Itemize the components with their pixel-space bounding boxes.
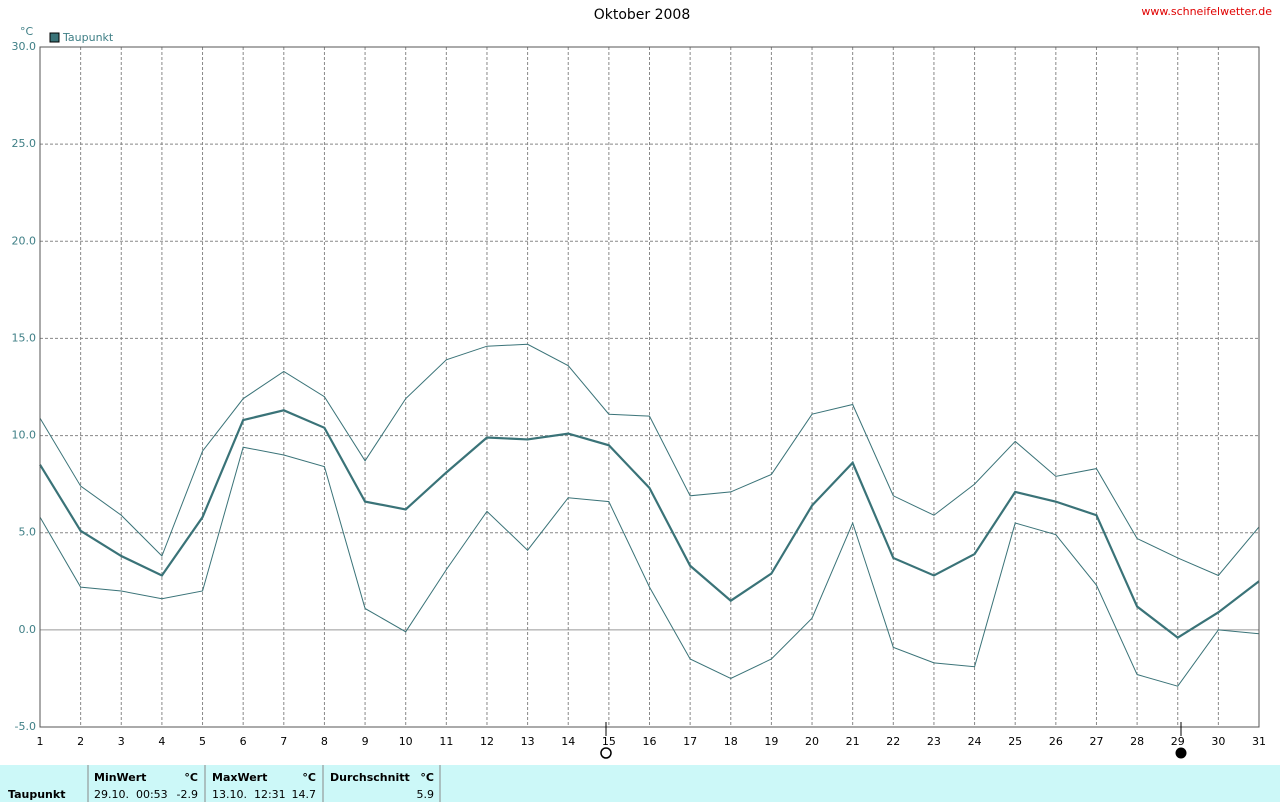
table-header: MaxWert xyxy=(212,771,267,784)
x-tick-label: 9 xyxy=(362,735,369,748)
x-tick-label: 24 xyxy=(968,735,982,748)
data-line xyxy=(39,409,1260,639)
x-tick-label: 12 xyxy=(480,735,494,748)
table-header: Durchschnitt xyxy=(330,771,410,784)
x-tick-label: 17 xyxy=(683,735,697,748)
x-tick-label: 31 xyxy=(1252,735,1266,748)
table-header: °C xyxy=(184,771,198,784)
x-tick-label: 18 xyxy=(724,735,738,748)
x-tick-label: 6 xyxy=(240,735,247,748)
legend-swatch xyxy=(49,32,60,43)
y-tick-label: 30.0 xyxy=(12,40,37,53)
x-tick-label: 10 xyxy=(399,735,413,748)
x-tick-label: 3 xyxy=(118,735,125,748)
x-tick-label: 13 xyxy=(521,735,535,748)
y-tick-label: -5.0 xyxy=(15,720,36,733)
y-tick-label: 15.0 xyxy=(12,331,37,344)
plot-border xyxy=(39,46,1260,728)
table-cell: 14.7 xyxy=(292,788,317,801)
x-tick-label: 20 xyxy=(805,735,819,748)
table-header: °C xyxy=(420,771,434,784)
x-tick-label: 21 xyxy=(846,735,860,748)
data-line xyxy=(39,446,1260,687)
table-cell: 13.10. 12:31 xyxy=(212,788,286,801)
x-tick-label: 23 xyxy=(927,735,941,748)
legend-label: Taupunkt xyxy=(62,31,114,44)
table-cell: 5.9 xyxy=(417,788,435,801)
source: www.schneifelwetter.de xyxy=(1141,5,1272,18)
x-tick-label: 11 xyxy=(439,735,453,748)
summary-table: Taupunkt MinWert °C MaxWert °C Durchschn… xyxy=(0,765,1280,802)
y-tick-label: 0.0 xyxy=(19,623,37,636)
x-tick-label: 8 xyxy=(321,735,328,748)
x-tick-label: 1 xyxy=(37,735,44,748)
table-header: MinWert xyxy=(94,771,146,784)
y-tick-label: 10.0 xyxy=(12,429,37,442)
x-tick-label: 2 xyxy=(77,735,84,748)
y-tick-label: 25.0 xyxy=(12,137,37,150)
chart-title: Oktober 2008 xyxy=(594,7,691,23)
y-tick-label: 5.0 xyxy=(19,526,37,539)
new-moon-icon xyxy=(1175,747,1187,759)
row-label: Taupunkt xyxy=(8,788,65,801)
x-tick-label: 15 xyxy=(602,735,616,748)
x-tick-label: 28 xyxy=(1130,735,1144,748)
table-header: °C xyxy=(302,771,316,784)
x-tick-label: 5 xyxy=(199,735,206,748)
x-tick-label: 25 xyxy=(1008,735,1022,748)
x-tick-label: 29 xyxy=(1171,735,1185,748)
x-tick-label: 14 xyxy=(561,735,575,748)
x-tick-label: 19 xyxy=(764,735,778,748)
x-tick-label: 22 xyxy=(886,735,900,748)
y-tick-label: 20.0 xyxy=(12,234,37,247)
x-tick-label: 16 xyxy=(643,735,657,748)
y-axis-label: °C xyxy=(20,25,34,38)
table-cell: 29.10. 00:53 xyxy=(94,788,168,801)
table-cell: -2.9 xyxy=(177,788,198,801)
data-line xyxy=(39,343,1260,577)
x-tick-label: 26 xyxy=(1049,735,1063,748)
x-tick-label: 4 xyxy=(158,735,165,748)
x-tick-label: 27 xyxy=(1089,735,1103,748)
x-tick-label: 7 xyxy=(280,735,287,748)
table-background xyxy=(0,765,1280,802)
x-tick-label: 30 xyxy=(1211,735,1225,748)
full-moon-icon xyxy=(600,747,612,759)
